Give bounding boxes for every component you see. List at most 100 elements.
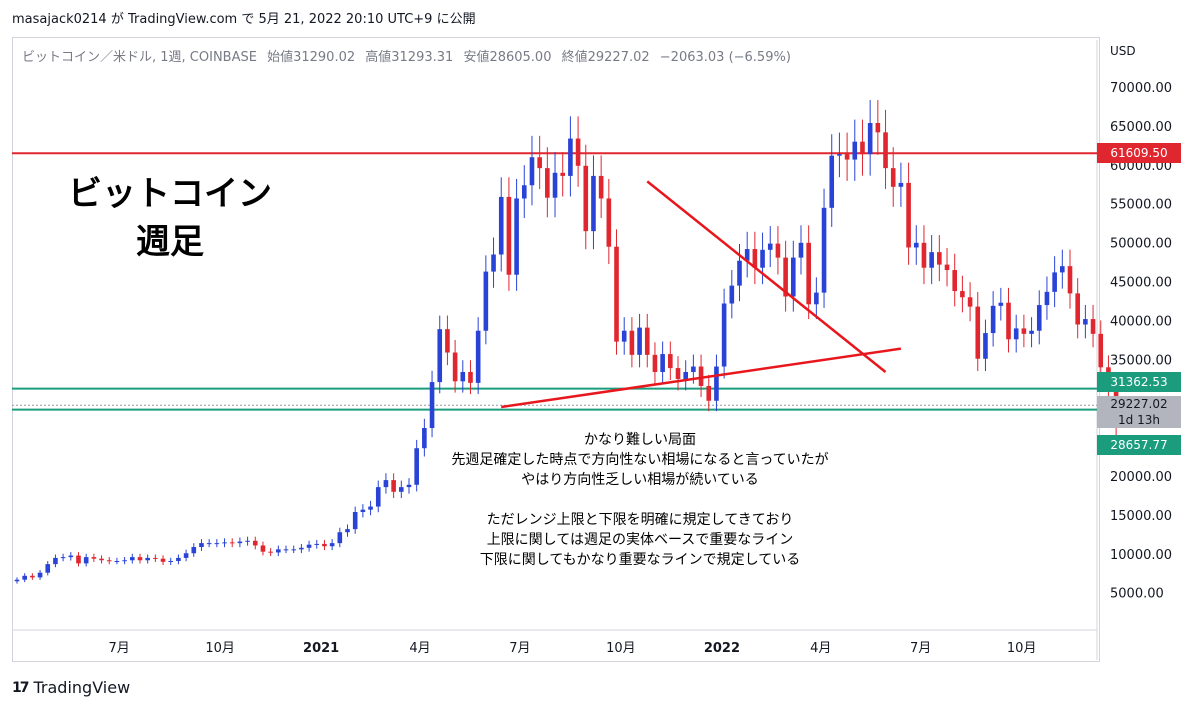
candle-body <box>867 123 873 155</box>
candle-body <box>752 249 758 268</box>
candle-body <box>199 543 204 548</box>
x-tick-label: 7月 <box>910 641 931 656</box>
candle-body <box>937 252 942 265</box>
candle-body <box>1013 328 1019 340</box>
note-line: 下限に関してもかなり重要なラインで規定している <box>479 552 801 568</box>
candle-body <box>691 366 696 372</box>
candle-body <box>652 354 658 372</box>
candle-body <box>514 198 519 275</box>
candle-body <box>575 138 581 166</box>
candle-body <box>1083 319 1088 325</box>
candle-body <box>714 366 719 401</box>
candle-body <box>422 427 427 449</box>
brand-name: TradingView <box>33 678 131 697</box>
candle-body <box>829 155 835 208</box>
y-tick-label: 15000.00 <box>1110 509 1172 524</box>
y-tick-label: 35000.00 <box>1110 353 1172 368</box>
candle-body <box>37 572 43 578</box>
candle-body <box>168 561 174 563</box>
candle-body <box>322 543 327 547</box>
candle-body <box>445 329 450 353</box>
candle-body <box>583 165 589 232</box>
candle-body <box>76 555 81 564</box>
candle-body <box>91 557 97 559</box>
candle-body <box>429 382 435 428</box>
candle-body <box>276 549 281 553</box>
candle-body <box>998 302 1004 306</box>
x-tick-label: 7月 <box>108 641 129 656</box>
candle-body <box>491 254 496 272</box>
candle-body <box>1044 291 1050 306</box>
y-tick-label: 40000.00 <box>1110 314 1172 329</box>
candle-body <box>821 207 827 293</box>
candle-body <box>14 579 20 582</box>
candle-body <box>744 249 750 261</box>
candle-body <box>737 260 742 286</box>
candle-body <box>944 264 950 271</box>
candle-body <box>191 547 197 554</box>
candle-body <box>45 564 51 573</box>
candle-body <box>668 354 673 369</box>
note-line: ただレンジ上限と下限を明確に規定してきており <box>486 512 794 528</box>
candle-body <box>552 172 558 198</box>
candle-body <box>245 540 250 542</box>
candle-body <box>122 560 127 562</box>
candle-body <box>53 557 58 565</box>
chart-overlay-title: ビットコイン 週足 <box>50 170 290 266</box>
candle-body <box>483 271 489 331</box>
candle-body <box>852 141 858 160</box>
candle-body <box>675 368 681 379</box>
x-tick-label: 7月 <box>509 641 530 656</box>
candle-body <box>1098 333 1104 368</box>
candle-body <box>60 557 66 559</box>
candle-body <box>921 242 927 268</box>
candle-body <box>721 303 727 367</box>
candle-body <box>967 297 973 307</box>
candle-body <box>1029 330 1034 334</box>
legend: ビットコイン／米ドル, 1週, COINBASE 始値31290.02 高値31… <box>22 46 797 65</box>
note-line: かなり難しい局面 <box>584 432 696 448</box>
range-top-price-tag: 31362.53 <box>1097 372 1181 392</box>
candle-body <box>637 327 642 355</box>
candle-body <box>352 512 358 530</box>
candle-body <box>22 575 27 580</box>
candle-body <box>68 555 74 558</box>
y-tick-label: 70000.00 <box>1110 81 1172 96</box>
candle-body <box>1052 272 1057 292</box>
y-tick-label: 50000.00 <box>1110 237 1172 252</box>
x-tick-label: 10月 <box>1007 641 1037 656</box>
candle-body <box>529 157 535 186</box>
candle-body <box>1067 266 1073 294</box>
axis-unit[interactable]: USD <box>1110 44 1136 58</box>
candle-body <box>783 257 788 297</box>
candle-body <box>545 168 550 198</box>
candle-body <box>798 242 804 258</box>
candle-body <box>83 557 89 564</box>
candle-body <box>368 506 373 510</box>
legend-close: 終値29227.02 <box>561 50 650 65</box>
candle-body <box>383 480 389 488</box>
candle-body <box>360 509 366 513</box>
note-line: 上限に関しては週足の実体ベースで重要なライン <box>486 532 794 548</box>
candle-body <box>498 196 504 255</box>
tradingview-footer[interactable]: 17 TradingView <box>12 678 130 697</box>
overlay-title-line2: 週足 <box>136 222 204 262</box>
candle-body <box>306 544 312 548</box>
candle-body <box>767 243 773 250</box>
candle-body <box>106 560 112 562</box>
candle-body <box>644 327 650 355</box>
y-tick-label: 65000.00 <box>1110 120 1172 135</box>
ascending-trendline <box>501 347 902 409</box>
candle-body <box>975 306 981 359</box>
candle-body <box>468 371 473 383</box>
candle-body <box>883 132 888 169</box>
candle-body <box>391 480 396 492</box>
candle-body <box>437 329 443 383</box>
candle-body <box>990 305 996 334</box>
candle-body <box>153 557 158 559</box>
candle-body <box>1036 305 1042 331</box>
note-line: 先週足確定した時点で方向性ない相場になると言っていたが <box>451 452 829 468</box>
candle-body <box>399 487 404 492</box>
x-tick-label: 10月 <box>606 641 636 656</box>
